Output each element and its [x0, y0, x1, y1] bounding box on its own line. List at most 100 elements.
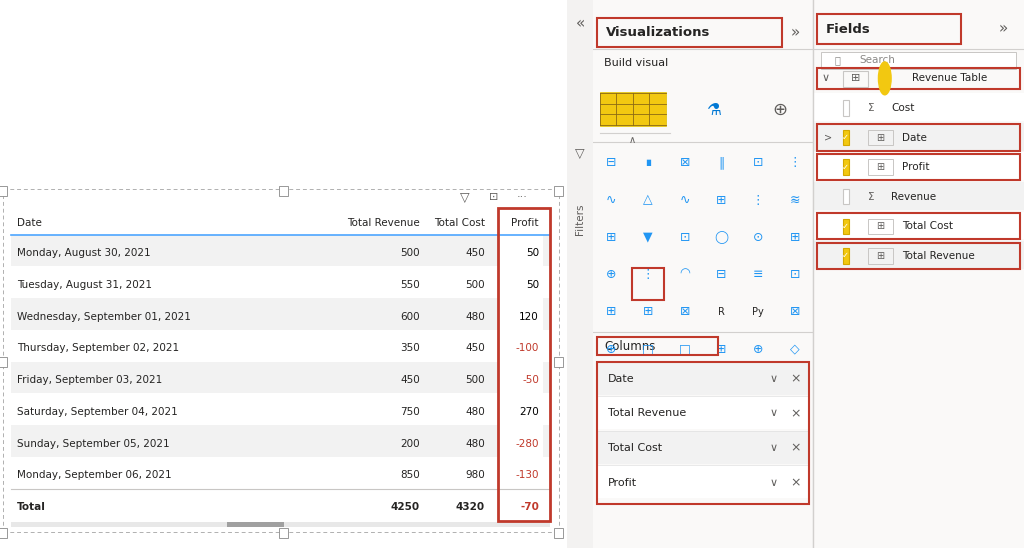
Text: ⊕: ⊕: [753, 342, 763, 356]
Text: Saturday, September 04, 2021: Saturday, September 04, 2021: [17, 407, 178, 417]
Text: ◇: ◇: [790, 342, 800, 356]
Text: »: »: [791, 25, 800, 41]
Bar: [11, 330, 550, 362]
Bar: [11, 362, 550, 393]
Text: ∨: ∨: [769, 374, 777, 384]
Text: Total Revenue: Total Revenue: [902, 251, 975, 261]
Text: ⊕: ⊕: [606, 268, 616, 281]
Text: Profit: Profit: [608, 477, 637, 488]
Text: «: «: [575, 16, 585, 31]
Text: 480: 480: [465, 439, 485, 449]
Bar: [598, 396, 808, 429]
Text: ⊟: ⊟: [606, 156, 616, 169]
Bar: [598, 465, 808, 498]
Text: 50: 50: [525, 248, 539, 258]
Bar: [813, 182, 1024, 210]
Bar: [817, 14, 961, 44]
Text: 50: 50: [525, 280, 539, 290]
Bar: [498, 208, 550, 521]
Text: Monday, September 06, 2021: Monday, September 06, 2021: [17, 471, 172, 481]
Text: 750: 750: [400, 407, 420, 417]
Bar: [500, 235, 543, 266]
Text: Total Cost: Total Cost: [608, 443, 663, 453]
Text: ×: ×: [791, 373, 801, 385]
Text: 850: 850: [400, 471, 420, 481]
Text: 450: 450: [400, 375, 420, 385]
Text: 🔍: 🔍: [835, 55, 840, 65]
Text: 4250: 4250: [391, 503, 420, 512]
Bar: [554, 357, 563, 367]
Text: Date: Date: [608, 374, 635, 384]
Bar: [598, 431, 808, 464]
Text: ⊟: ⊟: [716, 268, 727, 281]
Bar: [500, 425, 543, 457]
Text: Total Revenue: Total Revenue: [608, 408, 686, 419]
Text: ×: ×: [791, 407, 801, 420]
Text: Total Revenue: Total Revenue: [347, 219, 420, 229]
Text: ⋮: ⋮: [788, 156, 801, 169]
Circle shape: [879, 62, 891, 95]
Text: ◯: ◯: [715, 231, 728, 244]
Bar: [813, 93, 1024, 121]
Text: ···: ···: [642, 380, 654, 393]
Text: 450: 450: [465, 248, 485, 258]
Bar: [843, 219, 849, 234]
Text: ⊞: ⊞: [877, 221, 885, 231]
Bar: [11, 266, 550, 298]
Text: Sunday, September 05, 2021: Sunday, September 05, 2021: [17, 439, 170, 449]
Text: ⚗: ⚗: [707, 101, 722, 118]
Text: 500: 500: [400, 248, 420, 258]
Text: ⊡: ⊡: [488, 192, 499, 202]
Text: △: △: [643, 193, 652, 207]
Text: ⊞: ⊞: [606, 305, 616, 318]
Text: ⊡: ⊡: [753, 156, 763, 169]
Text: »: »: [998, 21, 1008, 37]
Text: ⋮: ⋮: [752, 193, 764, 207]
Text: -70: -70: [520, 503, 539, 512]
Text: ✓: ✓: [842, 163, 849, 172]
Text: ✓: ✓: [842, 222, 849, 231]
Bar: [843, 130, 849, 145]
Text: ···: ···: [516, 192, 527, 202]
Bar: [817, 68, 1020, 89]
Bar: [813, 152, 1024, 180]
Text: Build visual: Build visual: [604, 58, 668, 68]
Bar: [813, 123, 1024, 151]
Bar: [500, 362, 543, 393]
Text: Profit: Profit: [902, 162, 929, 172]
Bar: [0, 528, 7, 538]
Text: Date: Date: [902, 133, 927, 142]
Text: Monday, August 30, 2021: Monday, August 30, 2021: [17, 248, 151, 258]
Bar: [597, 362, 809, 504]
Bar: [11, 522, 550, 527]
Text: Wednesday, September 01, 2021: Wednesday, September 01, 2021: [17, 312, 190, 322]
Bar: [227, 522, 284, 527]
Text: Date: Date: [17, 219, 42, 229]
Text: ⊕: ⊕: [772, 101, 787, 118]
Text: ⊡: ⊡: [679, 231, 690, 244]
Text: Tuesday, August 31, 2021: Tuesday, August 31, 2021: [17, 280, 152, 290]
Bar: [843, 100, 849, 116]
Bar: [0, 357, 7, 367]
Text: □: □: [679, 342, 690, 356]
Text: ⊞: ⊞: [877, 162, 885, 172]
Bar: [280, 186, 288, 196]
Text: Total Cost: Total Cost: [434, 219, 485, 229]
Text: ⊞: ⊞: [851, 73, 860, 83]
Bar: [821, 52, 1016, 69]
Bar: [500, 298, 543, 330]
Bar: [868, 130, 893, 145]
Text: Revenue Table: Revenue Table: [912, 73, 987, 83]
Text: 200: 200: [400, 439, 420, 449]
Text: ⊞: ⊞: [790, 231, 800, 244]
Text: ⊙: ⊙: [753, 231, 763, 244]
Text: 980: 980: [465, 471, 485, 481]
Text: ⊞: ⊞: [716, 193, 727, 207]
Bar: [597, 337, 719, 355]
Text: R: R: [718, 307, 725, 317]
Text: ✓: ✓: [842, 133, 849, 142]
Text: Py: Py: [753, 307, 764, 317]
Text: ∿: ∿: [606, 193, 616, 207]
Bar: [554, 186, 563, 196]
Bar: [868, 219, 893, 234]
